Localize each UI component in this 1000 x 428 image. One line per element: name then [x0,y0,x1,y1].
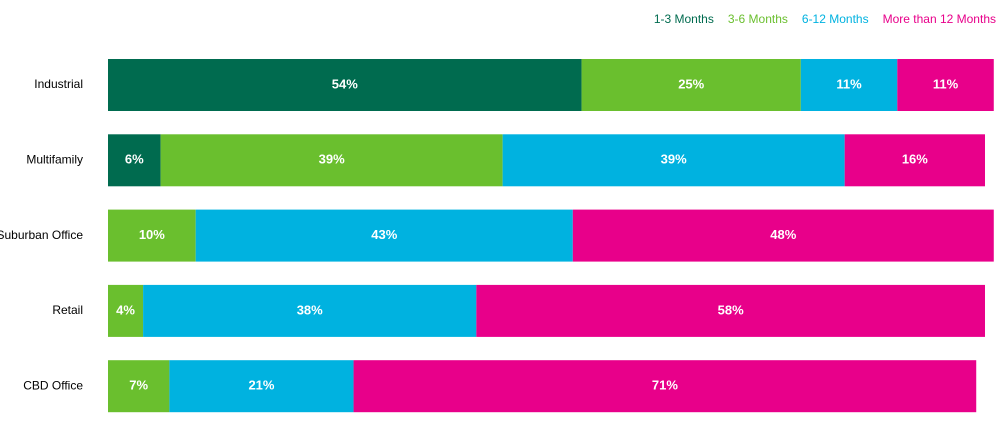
value-label: 11% [933,76,959,91]
value-label: 39% [661,152,687,167]
bar-segment [844,134,985,187]
bar-segment [108,134,161,187]
value-label: 16% [902,152,928,167]
value-label: 38% [297,302,323,317]
legend-entry: 3-6 Months [728,12,788,26]
value-label: 4% [116,302,135,317]
bar-segment [108,360,170,413]
bar-segment [581,59,801,111]
category-label: CBD Office [23,378,83,392]
category-label: Industrial [34,77,83,91]
value-label: 58% [718,302,744,317]
value-label: 25% [678,76,704,91]
bar-segment [108,59,582,111]
value-label: 10% [139,227,165,242]
bar-segment [572,209,994,262]
value-label: 54% [332,76,358,91]
category-label: Multifamily [26,152,83,166]
value-label: 48% [770,227,796,242]
legend-entry: 1-3 Months [654,12,714,26]
bar-segment [108,284,144,337]
value-label: 21% [248,378,274,393]
value-label: 11% [836,76,862,91]
bar-segment [195,209,573,262]
value-label: 6% [125,152,144,167]
value-label: 71% [652,378,678,393]
value-label: 39% [319,152,345,167]
category-label: Suburban Office [0,228,83,242]
legend-entry: More than 12 Months [883,12,996,26]
value-label: 7% [129,378,148,393]
bar-segment [353,360,977,413]
bar-segment [476,284,985,337]
bar-segment [897,59,994,111]
bar-segment [160,134,503,187]
bar-segment [108,209,196,262]
legend-entry: 6-12 Months [802,12,869,26]
bar-segment [800,59,898,111]
category-label: Retail [52,303,83,317]
bar-segment [143,284,477,337]
value-label: 43% [371,227,397,242]
bar-segment [502,134,845,187]
bar-segment [169,360,354,413]
